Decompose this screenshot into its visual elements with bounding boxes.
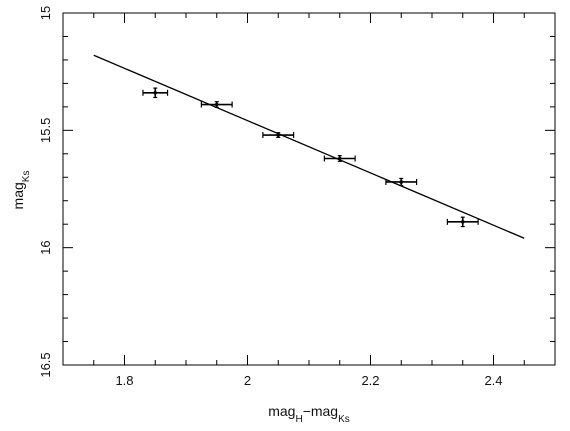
x-axis-label-main-1: mag <box>268 403 295 419</box>
point-marker <box>399 180 404 184</box>
data-point <box>323 155 356 162</box>
point-marker <box>337 156 342 161</box>
y-tick-label: 15.5 <box>38 118 53 143</box>
y-axis-label-sub: Ks <box>21 171 32 183</box>
plot-frame <box>62 12 556 366</box>
point-marker <box>276 133 281 137</box>
x-axis-label-sub-2: Ks <box>338 414 350 425</box>
fit-line-group <box>93 54 525 239</box>
y-tick-label: 16 <box>38 240 53 254</box>
data-points <box>142 87 479 228</box>
x-axis-label-sub-1: H <box>295 414 302 425</box>
data-point <box>385 177 418 187</box>
point-marker <box>460 220 465 224</box>
y-axis-label: magKs <box>10 171 32 210</box>
y-tick-label: 15 <box>38 6 53 20</box>
x-axis-label-main-2: −mag <box>303 403 338 419</box>
data-point <box>446 216 479 228</box>
axis-ticks: 1.8 2 2.2 2.4 15 15.5 16 16.5 <box>38 6 556 388</box>
fit-line <box>93 54 525 239</box>
x-tick-label: 1.8 <box>115 373 133 388</box>
data-point <box>200 101 233 108</box>
y-tick-label: 16.5 <box>38 352 53 377</box>
x-axis-label: magH−magKs <box>268 403 350 425</box>
point-marker <box>153 90 158 95</box>
x-tick-label: 2 <box>244 373 251 388</box>
point-marker <box>214 102 219 107</box>
data-point <box>262 132 295 139</box>
y-axis-label-main: mag <box>10 182 26 209</box>
x-tick-label: 2.4 <box>484 373 502 388</box>
data-point <box>142 87 169 99</box>
x-tick-label: 2.2 <box>361 373 379 388</box>
